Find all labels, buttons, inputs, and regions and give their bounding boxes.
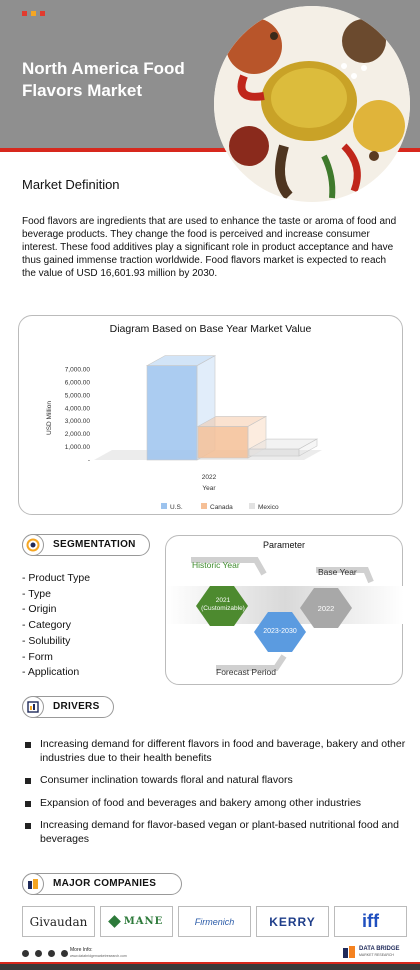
brand-line1: DATA BRIDGE	[359, 946, 400, 952]
segmentation-item: - Solubility	[22, 634, 71, 647]
logo-iff: iff	[334, 906, 407, 937]
bullet-icon	[25, 823, 31, 829]
website-link[interactable]: www.databridgemarketresearch.com	[70, 954, 127, 958]
dot-3	[40, 11, 45, 16]
segmentation-item: - Type	[22, 587, 51, 600]
social-icons	[22, 950, 68, 957]
historic-year-label: Historic Year	[192, 560, 240, 570]
header-divider	[0, 148, 420, 152]
segmentation-item: - Category	[22, 619, 72, 632]
bar-canada	[197, 426, 249, 459]
more-info: More Info: www.databridgemarketresearch.…	[70, 947, 127, 959]
major-companies-pill: MAJOR COMPANIES	[22, 873, 182, 895]
logo-mane: MANE	[100, 906, 173, 937]
drivers-icon	[22, 696, 44, 718]
driver-text: Expansion of food and beverages and bake…	[40, 796, 362, 809]
parameter-diagram	[166, 557, 404, 671]
legend-label: U.S.	[170, 504, 183, 511]
legend-label: Canada	[210, 504, 233, 511]
logo-firmenich: Firmenich	[178, 906, 251, 937]
header-dots	[22, 11, 45, 16]
forecast-period-label: Forecast Period	[216, 667, 276, 677]
legend-swatch	[201, 503, 207, 509]
y-tick-label: 1,000.00	[65, 444, 91, 451]
bullet-icon	[25, 800, 31, 807]
segmentation-icon	[22, 534, 44, 556]
social-icon-2[interactable]	[35, 950, 42, 957]
dot-2	[31, 11, 36, 16]
major-companies-label: MAJOR COMPANIES	[53, 878, 157, 889]
segmentation-item: - Form	[22, 650, 53, 663]
drivers-pill: DRIVERS	[22, 696, 114, 718]
segmentation-list: - Product Type - Type - Origin - Categor…	[22, 571, 90, 681]
y-tick-label: 5,000.00	[65, 392, 91, 399]
data-bridge-logo: DATA BRIDGE MARKET RESEARCH	[342, 945, 400, 959]
parameter-card: Parameter Historic Year Base Year Foreca…	[165, 535, 404, 685]
historic-year-value: 2021 (Customizable)	[201, 597, 245, 612]
social-icon-4[interactable]	[61, 950, 68, 957]
forecast-period-value: 2023-2030	[263, 628, 297, 635]
logo-givaudan: Givaudan	[22, 906, 95, 937]
driver-text: Increasing demand for flavor-based vegan…	[40, 819, 399, 845]
driver-item: Increasing demand for different flavors …	[22, 738, 407, 765]
social-icon-3[interactable]	[48, 950, 55, 957]
chart-card: Diagram Based on Base Year Market Value …	[18, 315, 403, 515]
y-tick-label: 7,000.00	[65, 367, 91, 374]
social-icon-1[interactable]	[22, 950, 29, 957]
y-tick-label: 3,000.00	[65, 418, 91, 425]
companies-icon	[22, 873, 44, 895]
spice-image	[214, 6, 410, 202]
segmentation-item: - Application	[22, 666, 80, 679]
logo-kerry: KERRY	[256, 906, 329, 937]
market-definition-text: Food flavors are ingredients that are us…	[22, 216, 397, 279]
bar-mexico	[248, 448, 300, 457]
dot-1	[22, 11, 27, 16]
chart-title: Diagram Based on Base Year Market Value	[109, 323, 312, 335]
page-title: North America Food Flavors Market	[22, 59, 185, 100]
segmentation-item: - Product Type	[22, 572, 91, 584]
segmentation-item: - Origin	[22, 603, 57, 616]
bar-us	[146, 365, 198, 461]
y-tick-label: -	[88, 457, 90, 464]
driver-text: Consumer inclination towards floral and …	[40, 774, 293, 786]
driver-text: Increasing demand for different flavors …	[40, 738, 406, 764]
y-axis-label: USD Million	[46, 401, 53, 435]
y-tick-label: 2,000.00	[65, 431, 91, 438]
bullet-icon	[25, 778, 31, 784]
bar-side	[247, 415, 267, 459]
driver-item: Consumer inclination towards floral and …	[22, 774, 407, 788]
driver-item: Increasing demand for flavor-based vegan…	[22, 819, 407, 846]
drivers-label: DRIVERS	[53, 701, 100, 712]
y-tick-label: 6,000.00	[65, 379, 91, 386]
footer-bar	[0, 962, 420, 970]
segmentation-label: SEGMENTATION	[53, 539, 136, 550]
company-logos: Givaudan MANE Firmenich KERRY iff	[22, 906, 407, 937]
parameter-title: Parameter	[262, 540, 306, 550]
segmentation-pill: SEGMENTATION	[22, 534, 150, 556]
bullet-icon	[25, 742, 31, 748]
bar-chart: 7,000.00 6,000.00 5,000.00 4,000.00 3,000.00…	[46, 355, 322, 511]
y-tick-label: 4,000.00	[65, 405, 91, 412]
data-bridge-mark-icon	[343, 946, 355, 958]
driver-item: Expansion of food and beverages and bake…	[22, 797, 407, 811]
x-tick-label: 2022	[202, 474, 217, 481]
legend-label: Mexico	[258, 504, 279, 511]
mane-mark-icon	[107, 915, 121, 928]
base-year-label: Base Year	[318, 567, 357, 577]
brand-line2: MARKET RESEARCH	[359, 953, 394, 957]
legend-swatch	[161, 503, 167, 509]
x-axis-label: Year	[202, 485, 216, 492]
drivers-list: Increasing demand for different flavors …	[22, 738, 407, 855]
legend-swatch	[249, 503, 255, 509]
base-year-value: 2022	[317, 604, 335, 613]
more-info-label: More Info:	[70, 947, 93, 953]
bar-side	[298, 438, 318, 457]
market-definition-heading: Market Definition	[22, 177, 120, 192]
